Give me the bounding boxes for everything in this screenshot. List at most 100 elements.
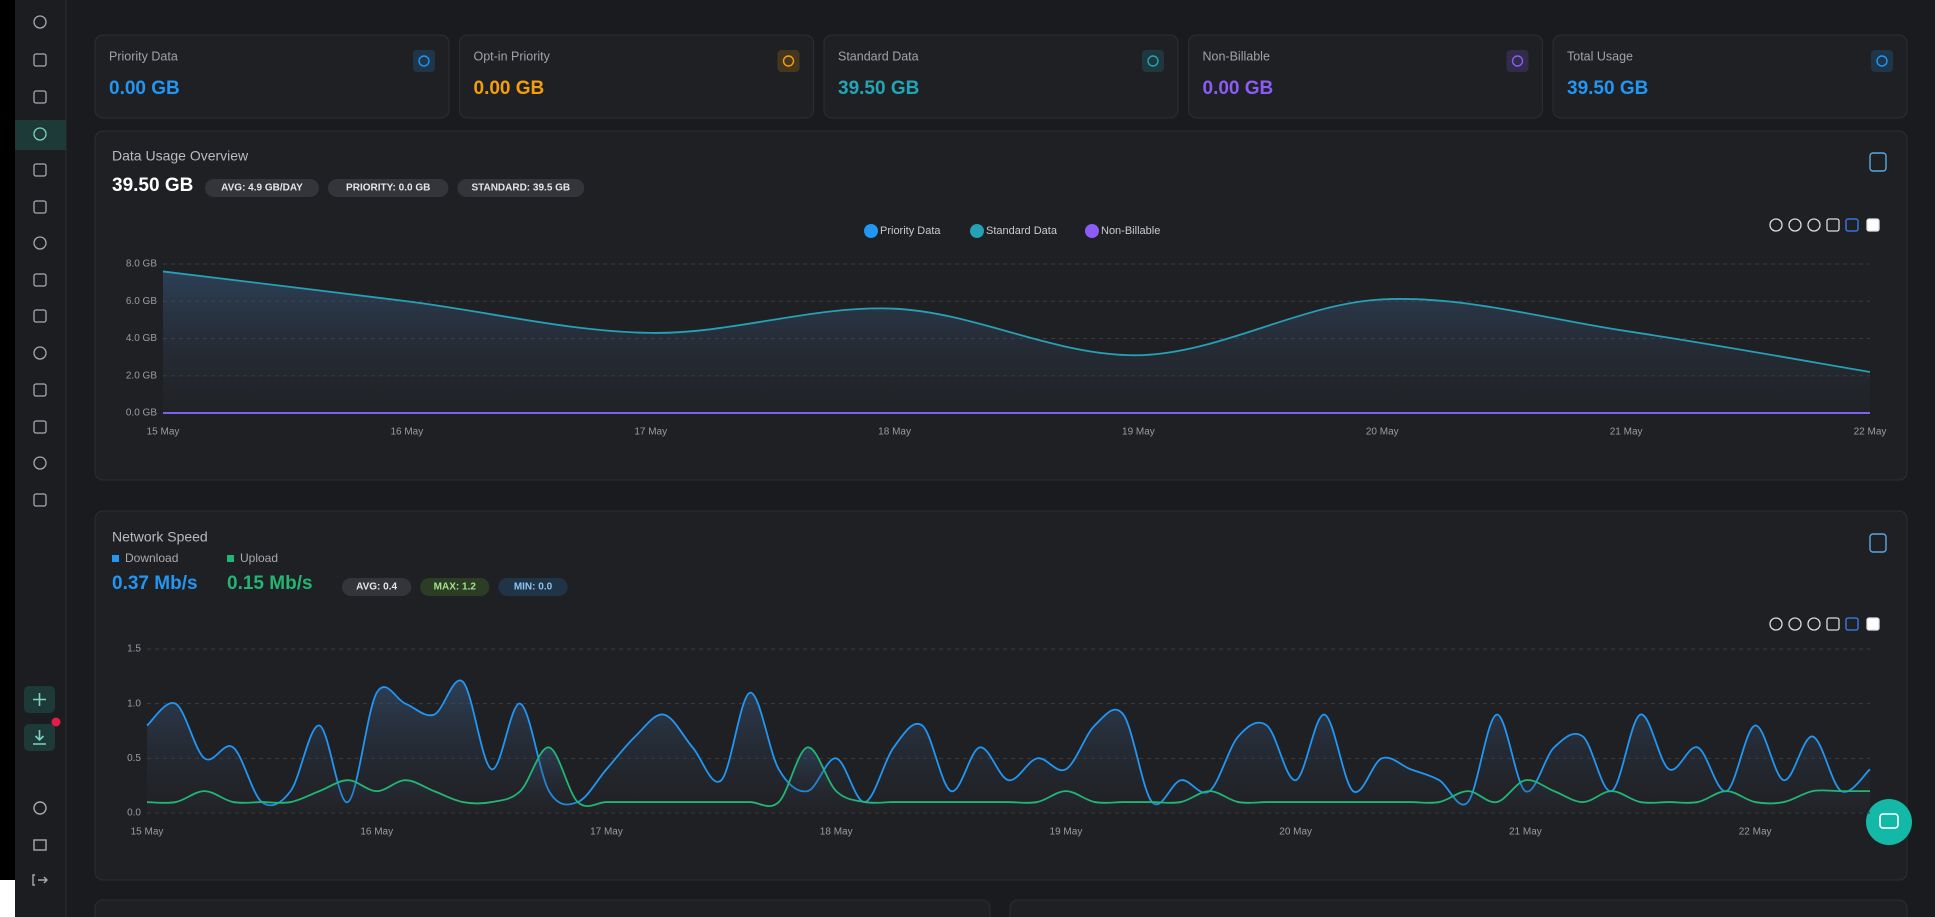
nav-icon[interactable] — [33, 273, 47, 287]
stat-value: 0.00 GB — [1203, 78, 1274, 99]
notification-dot — [51, 717, 61, 727]
badge-text: AVG: 4.9 GB/DAY — [221, 183, 303, 194]
toolbar-button[interactable] — [1788, 617, 1802, 631]
toolbar-button[interactable] — [1845, 218, 1859, 232]
x-tick-label: 19 May — [1050, 827, 1083, 838]
legend-marker — [227, 555, 234, 562]
sidebar-active — [15, 120, 66, 150]
nav-icon[interactable] — [33, 420, 47, 434]
line — [146, 679, 1871, 807]
toolbar-button[interactable] — [1826, 617, 1840, 631]
nav-icon[interactable] — [33, 383, 47, 397]
nav-icon[interactable] — [33, 90, 47, 104]
y-tick-label: 0.0 GB — [126, 408, 157, 419]
nav-icon[interactable] — [33, 456, 47, 470]
nav-icon[interactable] — [33, 346, 47, 360]
csv-button[interactable] — [1869, 152, 1887, 172]
sidebar — [15, 0, 66, 917]
x-tick-label: 20 May — [1366, 427, 1399, 438]
legend-label[interactable]: Priority Data — [880, 225, 941, 237]
csv-button[interactable] — [1869, 533, 1887, 553]
x-tick-label: 16 May — [360, 827, 393, 838]
x-tick-label: 18 May — [820, 827, 853, 838]
nav-icon[interactable] — [33, 127, 47, 141]
current-value: 0.37 Mb/s — [112, 573, 198, 594]
stat-icon-glyph — [782, 55, 795, 67]
toolbar-button[interactable] — [1788, 218, 1802, 232]
badge — [342, 578, 412, 596]
toolbar-button[interactable] — [1769, 617, 1783, 631]
x-tick-label: 18 May — [878, 427, 911, 438]
chart-toolbars — [1769, 218, 1880, 631]
badge-text: AVG: 0.4 — [356, 582, 397, 593]
toolbar-button[interactable] — [1845, 617, 1859, 631]
stat-label: Priority Data — [109, 49, 178, 63]
stat-card — [1188, 34, 1543, 119]
network-card — [94, 510, 1908, 881]
toolbar-button[interactable] — [1866, 218, 1880, 232]
badge-text: PRIORITY: 0.0 GB — [346, 183, 430, 194]
nav-icon[interactable] — [33, 236, 47, 250]
legend-label: Upload — [240, 551, 278, 565]
stat-label: Standard Data — [838, 49, 919, 63]
stat-icon — [413, 50, 435, 72]
bottom-card — [1009, 899, 1908, 917]
x-tick-label: 22 May — [1854, 427, 1887, 438]
legend-marker — [112, 555, 119, 562]
toolbar-button[interactable] — [1769, 218, 1783, 232]
chat-button[interactable] — [1866, 799, 1912, 845]
y-tick-label: 0.0 — [127, 808, 141, 819]
area — [163, 271, 1870, 413]
stat-card — [94, 34, 450, 119]
y-tick-label: 2.0 GB — [126, 370, 157, 381]
stat-value: 39.50 GB — [838, 78, 919, 99]
badge — [328, 179, 449, 197]
nav-icon[interactable] — [33, 309, 47, 323]
y-tick-label: 4.0 GB — [126, 333, 157, 344]
help-icon[interactable] — [33, 801, 47, 815]
stat-value: 0.00 GB — [474, 78, 545, 99]
y-tick-label: 8.0 GB — [126, 259, 157, 270]
badge — [457, 179, 585, 197]
legend-label[interactable]: Non-Billable — [1101, 225, 1160, 237]
legend-label[interactable]: Standard Data — [986, 225, 1058, 237]
nav-icon[interactable] — [33, 200, 47, 214]
nav-icon[interactable] — [33, 15, 47, 29]
stat-icon-glyph — [1876, 55, 1888, 67]
stat-card — [823, 34, 1179, 119]
logout-icon[interactable] — [32, 874, 48, 886]
x-tick-label: 19 May — [1122, 427, 1155, 438]
stat-value: 39.50 GB — [1567, 78, 1648, 99]
left-strip-bottom — [0, 880, 15, 917]
stat-icon — [1871, 50, 1893, 72]
y-tick-label: 0.5 — [127, 753, 141, 764]
toolbar-button[interactable] — [1807, 617, 1821, 631]
docs-icon[interactable] — [33, 839, 47, 851]
legend-marker[interactable] — [1085, 224, 1099, 238]
area — [147, 747, 1870, 813]
chart-title: Network Speed — [112, 529, 208, 545]
stat-label: Total Usage — [1567, 49, 1633, 63]
toolbar-button[interactable] — [1866, 617, 1880, 631]
x-tick-label: 21 May — [1509, 827, 1542, 838]
stat-icon-glyph — [1511, 55, 1524, 67]
legend-marker[interactable] — [970, 224, 984, 238]
line — [146, 746, 1870, 807]
legend-label: Download — [125, 551, 178, 565]
badge — [498, 578, 568, 596]
legend-marker[interactable] — [864, 224, 878, 238]
stat-icon-glyph — [418, 55, 430, 67]
x-tick-label: 20 May — [1279, 827, 1312, 838]
nav-icon[interactable] — [33, 163, 47, 177]
nav-icon[interactable] — [33, 53, 47, 67]
stat-label: Opt-in Priority — [474, 49, 551, 63]
stat-cards: Priority Data 0.00 GB Opt-in Priority 0.00 … — [94, 34, 1908, 119]
badge — [205, 179, 319, 197]
toolbar-button[interactable] — [1826, 218, 1840, 232]
nav-icon[interactable] — [33, 493, 47, 507]
badge-text: MIN: 0.0 — [514, 582, 553, 593]
stat-label: Non-Billable — [1203, 49, 1270, 63]
toolbar-button[interactable] — [1807, 218, 1821, 232]
